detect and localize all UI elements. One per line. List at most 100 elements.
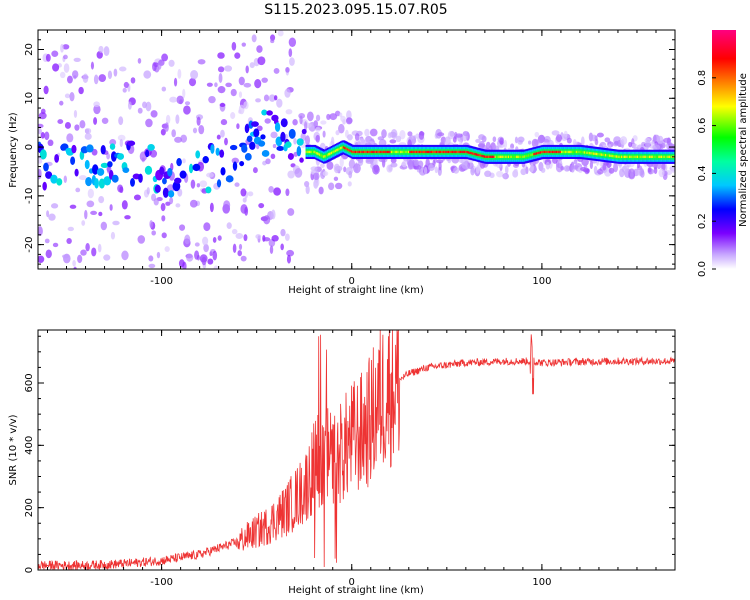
spectral-band-peak xyxy=(543,150,547,154)
spectral-noise-cell xyxy=(198,124,205,135)
spectral-noise-cell xyxy=(121,200,128,210)
spectral-band-peak xyxy=(646,155,649,159)
spectral-noise-cell xyxy=(365,159,374,165)
spectral-noise-cell xyxy=(273,187,282,196)
spectral-band-peak xyxy=(664,155,668,159)
spectral-ridge-cell xyxy=(162,177,167,185)
spectral-band-peak xyxy=(360,150,363,154)
spectral-band-peak xyxy=(598,153,601,156)
spectral-noise-cell xyxy=(670,165,675,173)
spectral-band-peak xyxy=(312,150,315,154)
spectral-noise-cell xyxy=(326,113,331,120)
spectral-noise-cell xyxy=(346,110,352,120)
spectral-ridge-cell xyxy=(258,140,266,147)
spectral-noise-cell xyxy=(38,123,44,129)
spectral-noise-cell xyxy=(201,256,207,266)
spectral-band-peak xyxy=(593,152,596,155)
spectral-noise-cell xyxy=(289,57,295,66)
spectral-noise-cell xyxy=(157,60,162,70)
spectral-noise-cell xyxy=(80,249,87,256)
spectral-noise-cell xyxy=(504,165,509,175)
spectral-ridge-cell xyxy=(202,156,209,164)
spectral-noise-cell xyxy=(179,224,186,231)
spectral-ridge-cell xyxy=(225,175,234,183)
colorbar-tick-label: 0.4 xyxy=(697,165,708,181)
spectral-noise-cell xyxy=(270,153,276,160)
spectral-band-peak xyxy=(644,155,648,159)
spectral-band-peak xyxy=(509,155,512,159)
spectral-band-peak xyxy=(487,155,491,159)
spectral-band-peak xyxy=(648,155,652,159)
spectral-band-peak xyxy=(634,155,637,159)
spectral-band-peak xyxy=(425,150,428,154)
spectral-band-peak xyxy=(610,154,613,158)
spectral-band-peak xyxy=(445,150,448,154)
spectral-noise-cell xyxy=(224,137,228,146)
spectral-band-peak xyxy=(328,153,331,156)
spectral-noise-cell xyxy=(98,195,105,204)
spectral-ridge-cell xyxy=(42,181,47,191)
spectral-ridge-cell xyxy=(220,167,226,176)
spectral-band-peak xyxy=(501,155,504,159)
spectrogram-heatmap xyxy=(38,30,675,269)
spectral-ridge-cell xyxy=(138,173,143,183)
spectrogram-x-ticks: -100 0 100 xyxy=(47,30,676,287)
spectral-band-peak xyxy=(475,153,479,156)
spectral-noise-cell xyxy=(117,184,124,193)
spectral-band-peak xyxy=(542,150,546,154)
spectral-noise-cell xyxy=(423,166,428,175)
spectral-noise-cell xyxy=(87,188,94,199)
spectral-band-peak xyxy=(493,155,496,159)
spectral-band-peak xyxy=(582,151,585,154)
spectral-noise-cell xyxy=(372,164,380,175)
spectral-ridge-cell xyxy=(103,176,112,186)
spectral-band-peak xyxy=(533,152,536,156)
spectral-noise-cell xyxy=(238,91,243,98)
spectral-band-peak xyxy=(571,150,575,154)
spectral-noise-cell xyxy=(46,210,50,218)
spectral-noise-cell xyxy=(530,163,534,173)
spectral-ridge-cell xyxy=(296,138,304,146)
spectral-band-peak xyxy=(442,150,446,154)
spectral-band-peak xyxy=(321,154,325,158)
spectral-band-peak xyxy=(385,150,389,154)
spectral-band-peak xyxy=(366,150,370,154)
spectral-ridge-cell xyxy=(261,109,268,116)
spectral-noise-cell xyxy=(513,168,518,174)
spectral-ridge-cell xyxy=(145,149,150,158)
spectral-band-peak xyxy=(566,150,570,154)
spectral-band-peak xyxy=(575,150,579,154)
spectral-noise-cell xyxy=(217,86,226,94)
spectral-noise-cell xyxy=(57,119,64,125)
spectral-band-peak xyxy=(668,155,672,159)
spectral-noise-cell xyxy=(280,228,286,237)
spectral-ridge-cell xyxy=(215,147,220,156)
spectral-noise-cell xyxy=(212,236,217,243)
spectral-band-peak xyxy=(334,149,338,153)
spectral-noise-cell xyxy=(458,158,464,164)
spectral-noise-cell xyxy=(343,166,347,173)
spectral-ridge-cell xyxy=(127,140,136,146)
spectral-band-peak xyxy=(424,150,427,154)
spectral-noise-cell xyxy=(225,82,232,88)
spectral-noise-cell xyxy=(347,181,352,187)
spectral-band-peak xyxy=(481,154,484,158)
spectral-noise-cell xyxy=(264,118,271,124)
spectral-noise-cell xyxy=(137,58,142,64)
spectral-band-peak xyxy=(465,150,468,154)
spectral-ridge-cell xyxy=(216,179,222,188)
spectral-ridge-cell xyxy=(167,190,175,198)
spectral-noise-cell xyxy=(261,77,268,83)
spectral-band-peak xyxy=(459,150,463,154)
spectral-band-peak xyxy=(559,150,563,154)
spectral-noise-cell xyxy=(38,169,42,179)
spectrogram-y-ticks: -20 -10 0 10 20 xyxy=(24,29,675,265)
spectral-noise-cell xyxy=(60,43,64,53)
spectral-band-peak xyxy=(494,155,498,159)
spectral-noise-cell xyxy=(622,165,630,170)
spectral-noise-cell xyxy=(238,243,243,250)
spectral-noise-cell xyxy=(168,59,175,67)
spectral-noise-cell xyxy=(214,82,218,88)
spectral-noise-cell xyxy=(285,67,290,73)
spectral-band-peak xyxy=(522,155,526,159)
